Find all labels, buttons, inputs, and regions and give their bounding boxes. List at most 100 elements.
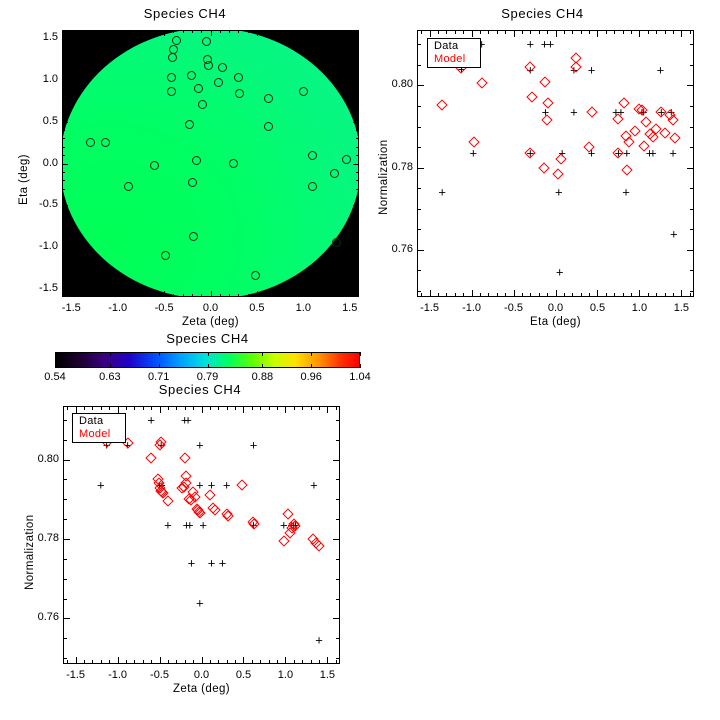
x-minor-tick [335,406,337,410]
x-minor-tick [673,30,674,34]
x-minor-tick [277,660,279,664]
map-y-tick-label: -0.5 [39,198,58,211]
map-x-minortick [219,294,221,297]
map-y-minortick [356,255,359,257]
x-major-tick [201,406,203,413]
data-point-plus: + [164,517,172,533]
x-minor-tick [538,293,540,297]
map-x-minortick [275,30,277,33]
map-y-tick [353,80,359,82]
data-point-plus: + [207,477,216,493]
x-minor-tick [209,406,211,410]
zeta-y-axis-label: Normalization [24,514,36,590]
x-minor-tick [184,660,186,664]
x-minor-tick [151,660,153,664]
map-x-minortick [312,30,314,33]
x-minor-tick [100,406,102,410]
x-minor-tick [184,406,186,410]
y-minor-tick [690,188,694,190]
field-of-view-disk [62,30,359,297]
x-minor-tick [446,30,448,34]
x-minor-tick [614,30,616,34]
x-major-tick [555,30,557,37]
map-y-tick [62,80,68,82]
map-y-minortick [356,146,359,148]
map-y-tick [353,121,359,123]
map-x-minortick [284,294,286,297]
y-major-tick [333,618,340,620]
map-y-minortick [356,96,359,98]
zeta-legend: Data Model [72,413,126,444]
x-major-tick [75,406,77,413]
x-minor-tick [589,293,591,297]
map-x-tick-label: 0.0 [202,302,219,314]
x-minor-tick [463,293,465,297]
map-x-minortick [275,294,277,297]
y-minor-tick [336,439,340,441]
y-minor-tick [417,208,421,210]
x-minor-tick [421,293,423,297]
data-point-plus: + [570,104,578,120]
map-point [234,88,244,98]
x-minor-tick [293,406,295,410]
map-x-tick [117,30,119,36]
x-minor-tick [656,30,658,34]
x-major-tick [471,290,473,297]
x-minor-tick [151,406,153,410]
map-x-tick [117,291,119,297]
data-point-plus: + [157,437,165,452]
x-minor-tick [125,406,127,410]
x-minor-tick [134,406,136,410]
zeta-title: Species CH4 [158,382,242,397]
map-y-minortick [62,221,65,223]
y-minor-tick [690,229,694,231]
x-major-tick [201,657,203,664]
data-point-plus: + [469,145,478,161]
map-y-minortick [356,180,359,182]
data-point-plus: + [540,36,549,52]
map-y-tick-label: 0.0 [42,156,58,169]
eta-legend: Data Model [427,38,481,69]
map-point [342,154,352,164]
map-y-minortick [356,271,359,273]
colorbar-tick [360,364,361,368]
x-minor-tick [563,30,565,34]
x-minor-tick [193,406,195,410]
map-y-tick [62,246,68,248]
y-minor-tick [63,479,67,481]
map-point [298,87,308,97]
x-minor-tick [109,660,111,664]
x-major-tick [117,406,119,413]
map-y-minortick [62,263,65,265]
x-minor-tick [580,30,582,34]
x-major-tick [555,290,557,297]
x-tick-label: 1.5 [673,302,690,314]
data-point-plus: + [622,184,630,200]
data-point-plus: + [279,517,288,533]
colorbar-panel: Species CH4 0.54 0.63 0.71 0.79 0.88 0.96 1.04 [0,330,420,390]
map-x-minortick [108,294,110,297]
map-point [86,138,96,148]
colorbar-tick-label: 1.04 [349,371,371,383]
map-x-minortick [340,30,342,33]
y-minor-tick [63,519,67,521]
data-point-plus: + [196,595,204,611]
map-point [214,78,224,88]
colorbar-tick [311,364,313,368]
map-x-minortick [154,30,156,33]
y-tick-label: 0.76 [391,242,413,255]
map-x-minortick [266,30,268,33]
x-minor-tick [167,406,169,410]
x-minor-tick [547,30,549,34]
data-point-plus: + [196,477,204,493]
data-point-plus: + [222,477,231,493]
y-minor-tick [417,188,421,190]
y-major-tick [687,85,694,87]
x-tick-label: -1.0 [108,669,128,681]
data-point-plus: + [526,62,535,78]
eta-title: Species CH4 [501,6,584,21]
data-point-plus: + [185,517,194,533]
x-minor-tick [176,660,178,664]
data-point-plus: + [287,517,296,533]
map-x-tick [303,30,305,36]
